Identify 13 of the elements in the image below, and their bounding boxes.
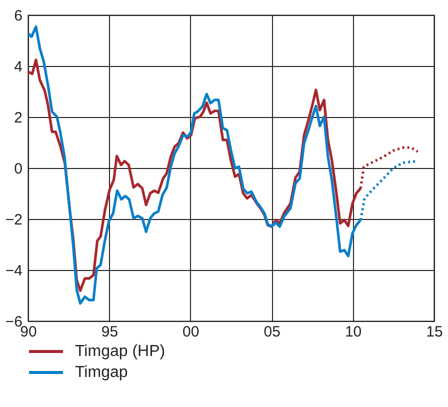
x-tick-label: 95: [101, 324, 118, 340]
x-tick-label: 05: [264, 324, 280, 340]
x-tick-label: 00: [182, 324, 200, 340]
y-tick-label: 6: [14, 8, 22, 24]
y-tick-label: 2: [14, 110, 22, 126]
y-tick-label: −4: [5, 262, 22, 280]
y-tick-label: −2: [5, 212, 22, 228]
y-tick-label: 4: [14, 58, 22, 76]
y-tick-label: 0: [14, 160, 22, 178]
x-tick-label: 10: [344, 324, 362, 340]
legend-label: Timgap: [75, 364, 128, 382]
legend-label: Timgap (HP): [75, 342, 166, 360]
x-tick-label: 15: [426, 324, 443, 340]
